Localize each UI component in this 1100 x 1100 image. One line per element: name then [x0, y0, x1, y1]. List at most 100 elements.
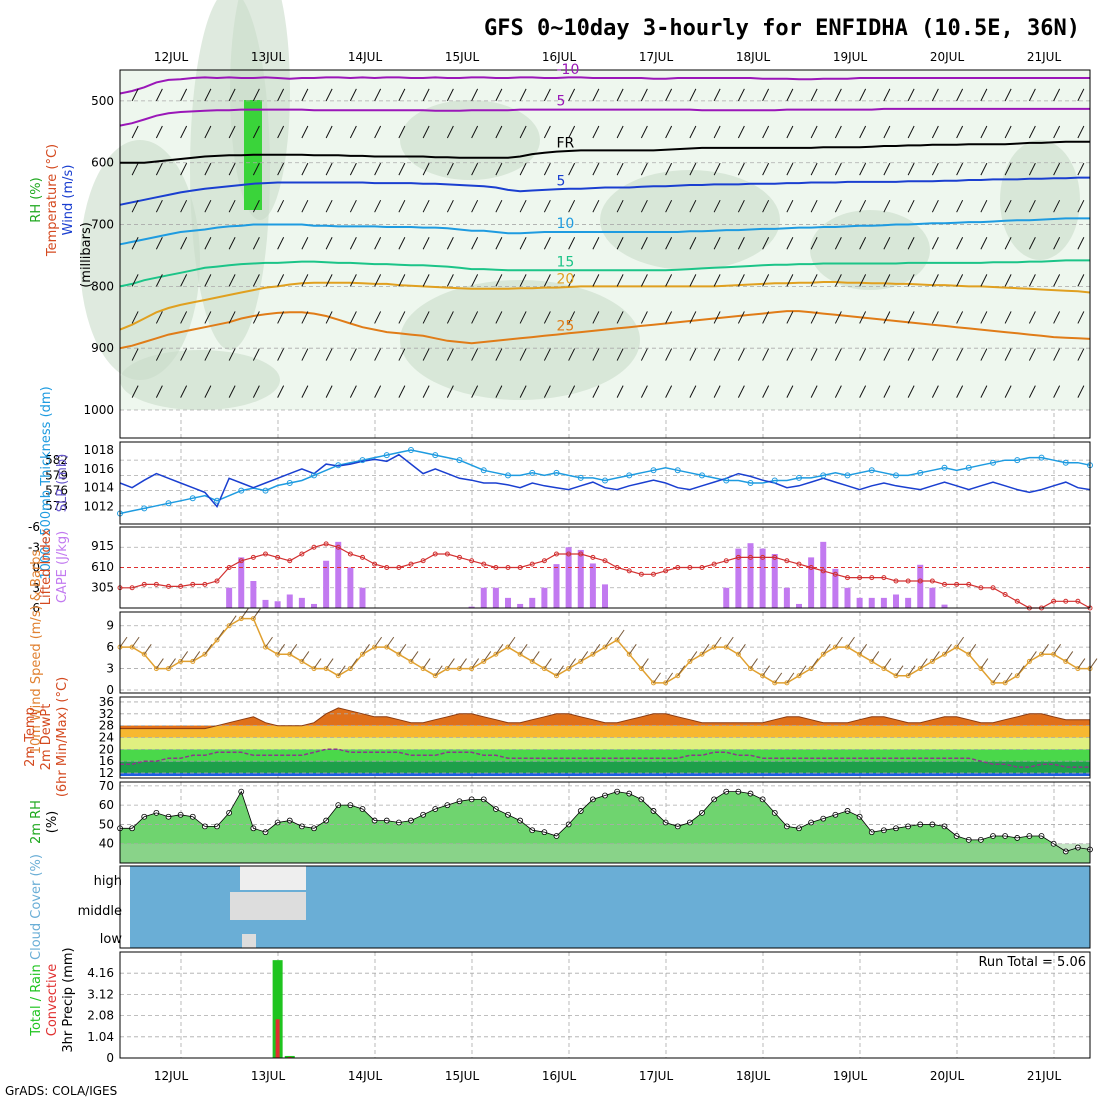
cape-bar — [868, 597, 875, 608]
wind-barb — [956, 199, 964, 213]
rh-line — [120, 790, 1091, 852]
date-label-top: 15JUL — [445, 50, 480, 64]
wind-speed-point — [978, 666, 984, 672]
wind-speed-point — [226, 623, 232, 629]
wind-barb — [980, 88, 988, 102]
li-point — [1014, 598, 1020, 604]
li-point — [614, 565, 620, 570]
wind-barb — [204, 311, 212, 324]
wind-barb-10m — [895, 665, 904, 677]
thickness-point — [1062, 459, 1069, 466]
wind-speed-point — [760, 673, 766, 679]
wind-barb — [810, 274, 818, 287]
y-tick-label: 610 — [91, 560, 114, 574]
wind-barb — [325, 274, 333, 287]
axis-label: SLP (mb) — [55, 454, 70, 513]
wind-barb — [883, 88, 891, 102]
li-point — [190, 581, 196, 587]
wind-barb — [786, 348, 794, 361]
y-tick-label: 20 — [99, 742, 114, 756]
wind-barb-10m — [616, 629, 625, 641]
thickness-point — [893, 472, 899, 479]
li-point — [590, 554, 596, 560]
wind-speed-point — [638, 666, 644, 672]
wind-barb-10m — [313, 658, 322, 669]
wind-speed-point — [663, 680, 669, 686]
wind-barb-10m — [883, 658, 892, 669]
wind-barb — [786, 311, 794, 324]
wind-barb — [810, 162, 818, 176]
wind-barb — [713, 125, 721, 139]
wind-barb — [495, 348, 503, 361]
wind-barb — [155, 311, 163, 324]
wind-barb — [543, 237, 551, 250]
y-tick-label: 28 — [99, 719, 114, 733]
precip-convective-bar — [275, 1019, 280, 1058]
wind-barb — [568, 348, 576, 361]
wind-barb-10m — [556, 665, 564, 677]
wind-barb — [592, 88, 600, 102]
isotherm--10 — [119, 76, 1090, 95]
wind-barb — [689, 311, 697, 324]
cape-bar — [723, 587, 730, 608]
thickness-point — [1014, 457, 1021, 464]
wind-speed-point — [166, 666, 171, 672]
thickness-point — [602, 477, 608, 484]
thickness-point — [941, 464, 948, 471]
date-label-bottom: 21JUL — [1027, 1069, 1062, 1083]
li-point — [942, 581, 947, 587]
wind-barb — [325, 88, 333, 102]
wind-barb — [737, 385, 745, 398]
thickness-point — [189, 495, 196, 502]
wind-barb — [277, 385, 285, 398]
wind-barb — [131, 162, 139, 176]
wind-barb — [301, 125, 309, 139]
li-point — [675, 565, 681, 570]
wind-barb — [422, 237, 430, 250]
wind-barb — [931, 385, 939, 398]
wind-barb — [471, 88, 479, 102]
li-point — [808, 565, 814, 570]
wind-barb — [592, 311, 600, 324]
wind-barb — [616, 125, 624, 139]
wind-barb — [180, 311, 188, 324]
temp-band — [120, 773, 1090, 776]
panel-frame-upper — [119, 69, 1091, 439]
wind-barb — [907, 348, 915, 361]
wind-barb — [1028, 162, 1036, 176]
isotherm-label: 15 — [557, 254, 575, 270]
date-label-top: 20JUL — [930, 50, 965, 64]
wind-barb-10m — [774, 672, 783, 684]
wind-barb — [1004, 237, 1012, 250]
wind-barb-10m — [362, 643, 370, 655]
wind-barb — [810, 199, 818, 213]
wind-barb — [737, 237, 745, 250]
li-point — [238, 558, 244, 564]
li-point — [153, 581, 159, 587]
wind-speed-point — [735, 651, 741, 657]
wind-barb — [592, 348, 600, 361]
li-point — [687, 565, 693, 570]
li-point — [505, 565, 511, 570]
date-label-top: 21JUL — [1027, 50, 1062, 64]
cape-bar — [541, 587, 548, 608]
wind-barb — [1077, 237, 1085, 250]
wind-barb-10m — [507, 636, 516, 648]
cape-bar — [505, 597, 511, 608]
wind-barb — [543, 348, 551, 361]
wind-barb — [931, 162, 939, 176]
wind-speed-point — [784, 680, 790, 686]
wind-barb — [689, 385, 697, 398]
wind-speed-point — [529, 658, 535, 664]
wind-barb-10m — [580, 651, 589, 662]
wind-barb-10m — [168, 658, 176, 669]
rh-shading-blob — [600, 170, 780, 270]
isotherm-label: 25 — [557, 319, 575, 335]
temp-line — [120, 707, 1090, 730]
axis-label: (6hr Min/Max) (°C) — [55, 677, 70, 797]
wind-barb — [859, 274, 867, 287]
wind-speed-point — [602, 644, 608, 650]
wind-barb — [713, 385, 721, 398]
wind-barb — [471, 348, 479, 361]
wind-barb — [568, 199, 576, 213]
